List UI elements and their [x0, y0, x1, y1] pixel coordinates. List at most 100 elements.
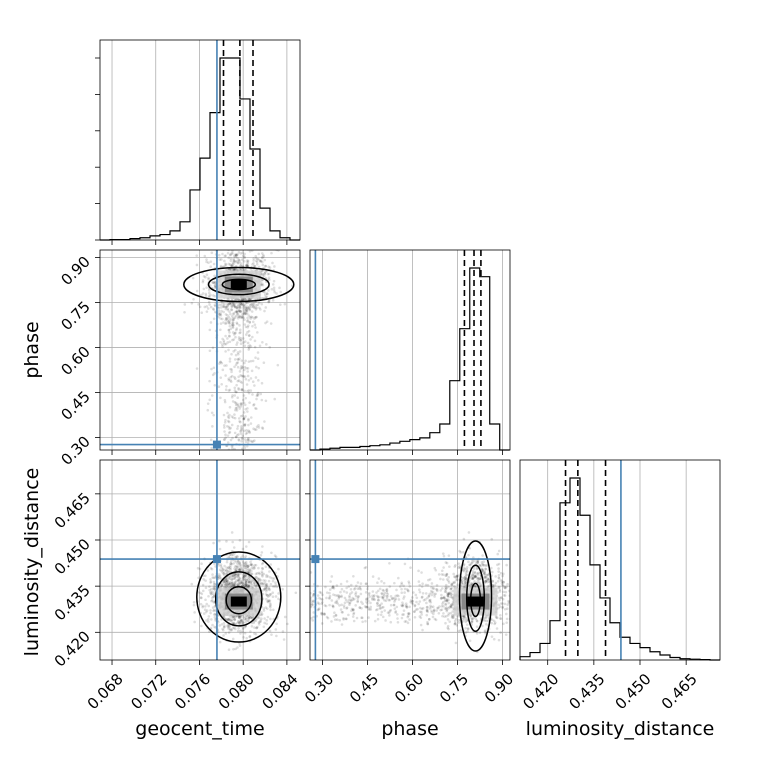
sample-point	[373, 594, 376, 597]
sample-point	[235, 433, 239, 437]
sample-point	[246, 367, 250, 370]
sample-point	[247, 571, 251, 574]
sample-point	[241, 577, 245, 580]
sample-point	[246, 438, 249, 442]
sample-point	[461, 582, 465, 586]
sample-point	[504, 590, 508, 594]
sample-point	[376, 581, 379, 584]
sample-point	[271, 595, 275, 599]
sample-point	[227, 565, 231, 569]
sample-point	[239, 618, 243, 621]
sample-point	[228, 614, 232, 618]
sample-point	[365, 598, 368, 602]
sample-point	[377, 577, 381, 580]
sample-point	[262, 609, 266, 612]
sample-point	[230, 263, 234, 267]
sample-point	[260, 613, 263, 617]
sample-point	[360, 607, 363, 610]
sample-point	[430, 593, 434, 597]
sample-point	[244, 432, 248, 436]
sample-point	[258, 344, 262, 348]
sample-point	[499, 579, 503, 582]
sample-point	[249, 338, 252, 341]
sample-point	[372, 597, 376, 601]
sample-point	[235, 253, 238, 256]
sample-point	[260, 283, 263, 286]
sample-point	[430, 605, 433, 609]
sample-point	[240, 366, 244, 370]
sample-point	[229, 317, 232, 321]
sample-point	[235, 564, 238, 568]
sample-point	[411, 602, 415, 606]
sample-point	[253, 626, 256, 629]
sample-point	[220, 566, 224, 569]
sample-point	[255, 626, 259, 630]
sample-point	[242, 394, 246, 397]
sample-point	[254, 243, 257, 246]
sample-point	[224, 583, 227, 586]
sample-point	[240, 619, 243, 623]
sample-point	[247, 580, 251, 584]
sample-point	[225, 364, 228, 367]
sample-point	[363, 566, 367, 570]
sample-point	[245, 383, 249, 386]
sample-point	[475, 559, 479, 563]
sample-point	[236, 572, 240, 576]
sample-point	[506, 603, 509, 606]
sample-point	[245, 578, 249, 582]
sample-point	[234, 363, 238, 367]
sample-point	[406, 589, 410, 593]
y-tick-label: 0.60	[57, 343, 93, 379]
sample-point	[213, 281, 217, 284]
sample-point	[454, 617, 458, 621]
sample-point	[240, 569, 244, 572]
sample-point	[231, 323, 234, 327]
sample-point	[273, 290, 276, 294]
sample-point	[269, 617, 272, 621]
sample-point	[482, 564, 485, 567]
sample-point	[464, 626, 467, 630]
sample-point	[369, 601, 372, 605]
sample-point	[446, 613, 450, 617]
sample-point	[436, 606, 439, 610]
sample-point	[453, 619, 457, 623]
sample-point	[230, 352, 233, 356]
sample-point	[379, 613, 383, 617]
sample-point	[367, 607, 371, 610]
sample-point	[223, 430, 226, 433]
sample-point	[322, 612, 326, 616]
sample-point	[246, 565, 250, 569]
sample-point	[348, 601, 352, 605]
sample-point	[388, 614, 391, 617]
sample-point	[515, 599, 518, 602]
sample-point	[279, 290, 283, 294]
sample-point	[498, 605, 502, 608]
sample-point	[226, 302, 229, 306]
sample-point	[484, 580, 487, 583]
sample-point	[199, 596, 203, 600]
sample-point	[213, 284, 217, 287]
sample-point	[440, 596, 443, 600]
sample-point	[262, 361, 266, 365]
sample-point	[236, 379, 240, 383]
sample-point	[445, 599, 449, 602]
sample-point	[228, 324, 232, 328]
sample-point	[253, 264, 256, 268]
sample-point	[239, 262, 243, 265]
sample-point	[342, 617, 345, 620]
sample-point	[455, 574, 459, 578]
sample-point	[240, 316, 244, 320]
sample-point	[474, 585, 478, 588]
sample-point	[235, 343, 238, 346]
sample-point	[265, 607, 269, 610]
sample-point	[245, 581, 248, 584]
sample-point	[455, 623, 459, 627]
sample-point	[236, 573, 240, 577]
sample-point	[210, 367, 213, 371]
sample-point	[249, 422, 253, 425]
sample-point	[501, 605, 505, 609]
sample-point	[239, 564, 243, 567]
sample-point	[247, 298, 251, 301]
sample-point	[471, 577, 475, 581]
sample-point	[211, 576, 214, 579]
